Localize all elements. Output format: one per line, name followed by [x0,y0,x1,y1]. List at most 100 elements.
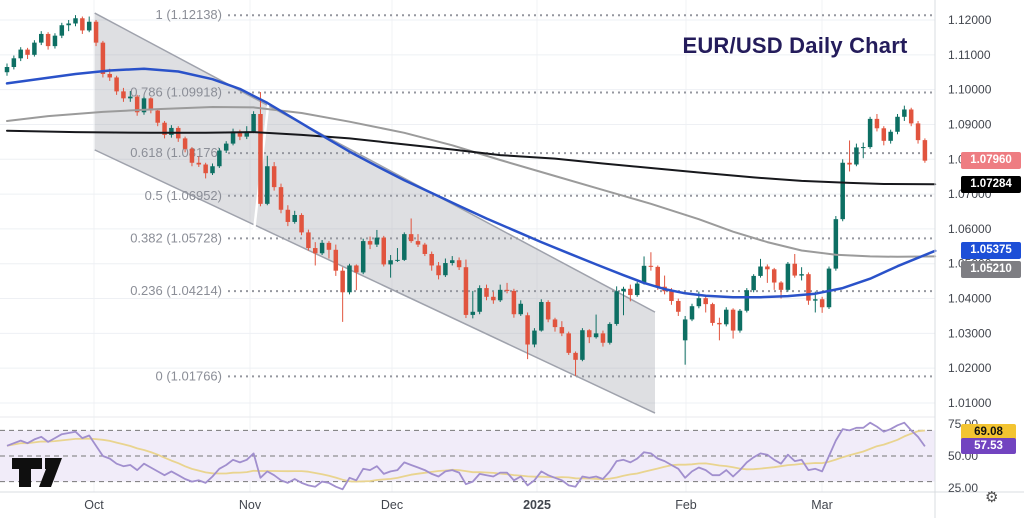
candlestick[interactable] [169,127,174,135]
candlestick[interactable] [676,300,681,312]
candlestick[interactable] [415,241,421,245]
candlestick[interactable] [634,283,640,296]
ma-gray-line[interactable] [6,106,937,258]
candlestick[interactable] [813,299,818,301]
candlestick[interactable] [669,291,674,301]
candlestick[interactable] [607,323,613,343]
candlestick[interactable] [484,288,489,297]
candlestick[interactable] [867,118,873,148]
candlestick[interactable] [840,162,845,220]
candlestick[interactable] [806,274,811,301]
candlestick[interactable] [902,109,907,117]
price-axis-tick[interactable]: 1.01000 [948,396,992,410]
candlestick[interactable] [251,114,256,132]
candlestick[interactable] [785,263,791,290]
time-axis-label[interactable]: Mar [811,498,833,512]
time-axis-label[interactable]: 2025 [523,498,551,512]
candlestick[interactable] [682,319,688,341]
candlestick[interactable] [374,237,380,245]
candlestick[interactable] [319,242,325,254]
candlestick[interactable] [436,265,441,276]
candlestick[interactable] [271,166,277,188]
candlestick[interactable] [771,269,777,283]
candlestick[interactable] [299,214,304,233]
candlestick[interactable] [566,333,571,353]
candlestick[interactable] [730,309,736,331]
candlestick[interactable] [908,109,914,124]
candlestick[interactable] [545,302,551,320]
candlestick[interactable] [641,265,647,284]
candlestick[interactable] [689,306,695,320]
price-axis-tick[interactable]: 1.03000 [948,326,992,340]
candlestick[interactable] [580,330,585,360]
candlestick[interactable] [799,274,804,276]
candlestick[interactable] [148,98,154,111]
trend-channel[interactable] [94,13,656,414]
candlestick[interactable] [593,333,599,338]
candlestick[interactable] [532,330,537,345]
candlestick[interactable] [244,131,250,137]
candlestick[interactable] [504,289,510,291]
candlestick[interactable] [628,288,633,296]
candlestick[interactable] [128,96,133,99]
candlestick[interactable] [765,266,770,270]
price-axis-tick[interactable]: 1.11000 [948,48,991,62]
candlestick[interactable] [347,265,352,293]
candlestick[interactable] [737,310,743,331]
candlestick[interactable] [758,266,763,276]
candlestick[interactable] [861,147,866,149]
candlestick[interactable] [340,270,345,293]
candlestick[interactable] [717,322,722,325]
time-axis-label[interactable]: Nov [239,498,262,512]
candlestick[interactable] [724,309,729,325]
candlestick[interactable] [525,315,530,345]
candlestick[interactable] [141,98,147,113]
candlestick[interactable] [388,260,393,265]
time-axis-label[interactable]: Dec [381,498,403,512]
candlestick[interactable] [80,18,85,31]
ma-black-line[interactable] [6,129,937,186]
channel-lower-line[interactable] [94,149,656,414]
candlestick[interactable] [313,248,318,254]
candlestick[interactable] [744,290,750,311]
candlestick[interactable] [32,42,37,55]
candlestick[interactable] [354,265,359,273]
candlestick[interactable] [265,166,270,204]
candlestick[interactable] [86,21,92,31]
candlestick[interactable] [223,143,229,151]
candlestick[interactable] [621,288,626,292]
candlestick[interactable] [778,282,784,290]
candlestick[interactable] [189,148,195,163]
candlestick[interactable] [648,265,654,267]
candlestick[interactable] [826,268,832,308]
candlestick[interactable] [196,162,202,165]
candlestick[interactable] [155,110,160,123]
candlestick[interactable] [552,319,558,328]
candlestick[interactable] [114,77,119,92]
channel-upper-line[interactable] [94,12,656,313]
candlestick[interactable] [203,164,208,174]
candlestick[interactable] [587,330,592,338]
time-axis-label[interactable]: Oct [84,498,104,512]
candlestick[interactable] [847,162,852,165]
ma-blue-line[interactable] [5,67,937,299]
candlestick[interactable] [915,123,921,141]
candlestick[interactable] [278,187,284,210]
candlestick[interactable] [792,263,798,276]
candlestick[interactable] [162,122,167,135]
candlestick[interactable] [922,140,928,161]
candlestick[interactable] [381,237,387,265]
price-axis-tick[interactable]: 1.10000 [948,83,992,97]
candlestick[interactable] [614,291,619,324]
candlestick[interactable] [751,275,756,291]
candlestick[interactable] [655,266,661,287]
candlestick[interactable] [600,333,606,343]
price-axis-tick[interactable]: 1.04000 [948,292,992,306]
candlestick[interactable] [450,260,455,264]
candlestick[interactable] [703,298,708,305]
candlestick[interactable] [258,114,263,204]
candlestick[interactable] [217,150,222,167]
candlestick[interactable] [422,244,428,254]
rsi-line[interactable] [6,421,926,491]
